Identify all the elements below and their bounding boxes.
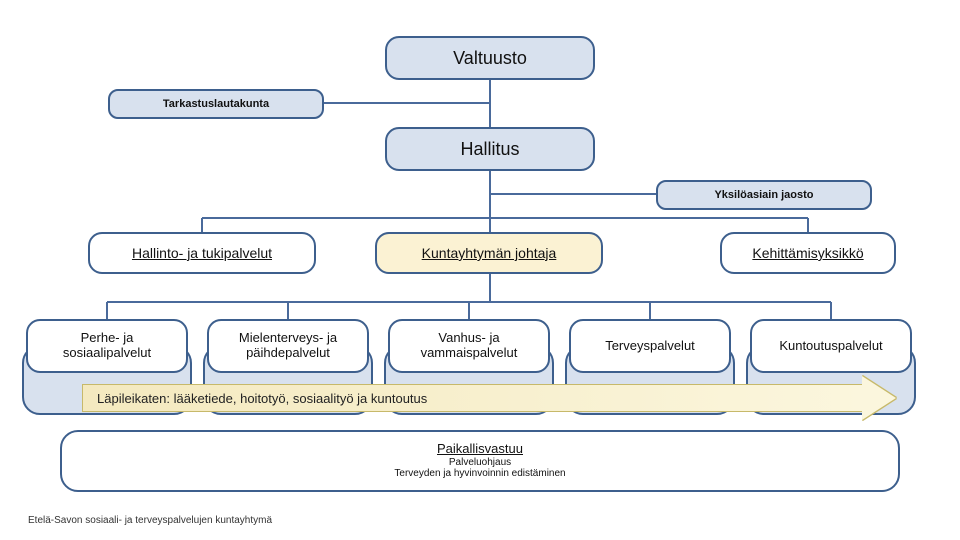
node-yksilo: Yksilöasiain jaosto [656,180,872,210]
node-kuntoutus-label: Kuntoutuspalvelut [779,339,882,354]
node-vanhus: Vanhus- ja vammaispalvelut [388,319,550,373]
connector [468,302,470,319]
node-kehittamis-label: Kehittämisyksikkö [752,245,863,261]
crosscut-arrow-body: Läpileikaten: lääketiede, hoitotyö, sosi… [82,384,862,412]
crosscut-arrow: Läpileikaten: lääketiede, hoitotyö, sosi… [82,376,896,420]
node-yksilo-label: Yksilöasiain jaosto [714,189,813,202]
node-paikallis: PaikallisvastuuPalveluohjausTerveyden ja… [60,430,900,492]
crosscut-arrow-head [862,376,896,420]
node-hallitus-label: Hallitus [460,139,519,160]
connector [489,274,491,302]
node-mielen: Mielenterveys- ja päihdepalvelut [207,319,369,373]
footer-text: Etelä-Savon sosiaali- ja terveyspalveluj… [28,515,272,526]
connector [201,218,203,232]
node-paikallis-sub2: Terveyden ja hyvinvoinnin edistäminen [394,468,565,480]
node-mielen-label: Mielenterveys- ja päihdepalvelut [239,331,337,361]
node-paikallis-sub1: Palveluohjaus [449,457,511,469]
node-perhe-label: Perhe- ja sosiaalipalvelut [63,331,151,361]
node-vanhus-label: Vanhus- ja vammaispalvelut [421,331,518,361]
node-johtaja: Kuntayhtymän johtaja [375,232,603,274]
node-hallinto: Hallinto- ja tukipalvelut [88,232,316,274]
node-tarkastus-label: Tarkastuslautakunta [163,98,269,111]
connector [324,102,490,104]
node-valtuusto-label: Valtuusto [453,48,527,69]
connector [649,302,651,319]
node-perhe: Perhe- ja sosiaalipalvelut [26,319,188,373]
node-kehittamis: Kehittämisyksikkö [720,232,896,274]
connector [202,217,808,219]
node-kuntoutus: Kuntoutuspalvelut [750,319,912,373]
node-johtaja-label: Kuntayhtymän johtaja [422,245,557,261]
org-chart: { "colors": { "node_border": "#3d5f8d", … [0,0,960,540]
connector [106,302,108,319]
crosscut-arrow-label: Läpileikaten: lääketiede, hoitotyö, sosi… [97,391,427,406]
node-paikallis-title: Paikallisvastuu [437,442,523,457]
connector [287,302,289,319]
node-hallitus: Hallitus [385,127,595,171]
node-tarkastus: Tarkastuslautakunta [108,89,324,119]
connector [807,218,809,232]
connector [489,171,491,232]
node-terveys: Terveyspalvelut [569,319,731,373]
node-valtuusto: Valtuusto [385,36,595,80]
node-terveys-label: Terveyspalvelut [605,339,695,354]
connector [830,302,832,319]
node-hallinto-label: Hallinto- ja tukipalvelut [132,245,272,261]
